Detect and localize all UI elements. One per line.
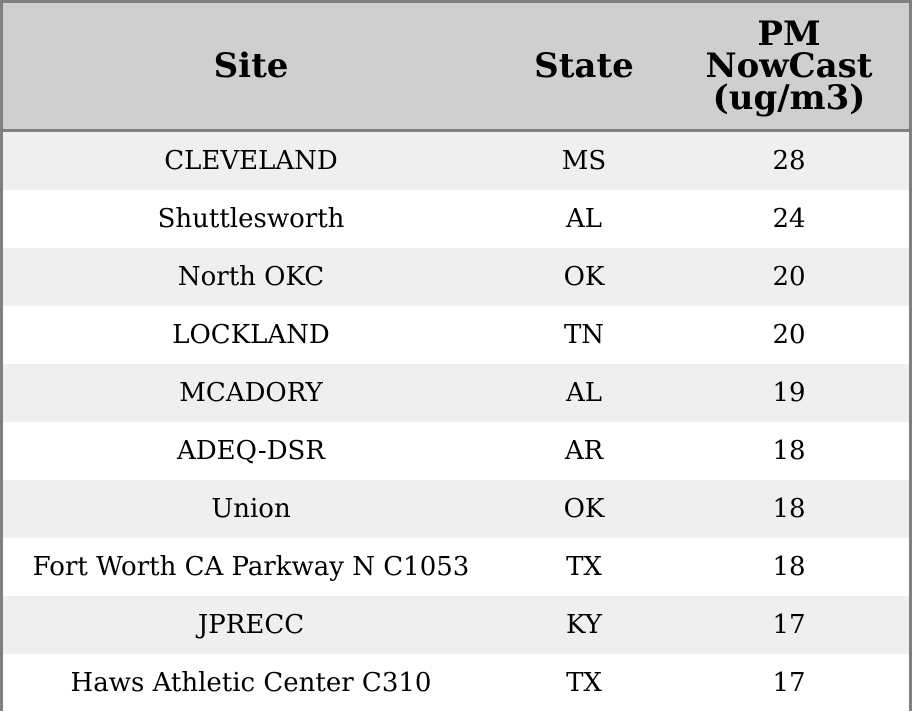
cell-site: North OKC xyxy=(3,248,499,306)
cell-pm: 17 xyxy=(669,596,909,654)
cell-site: CLEVELAND xyxy=(3,131,499,191)
cell-state: TX xyxy=(499,654,669,712)
cell-site: Shuttlesworth xyxy=(3,190,499,248)
cell-pm: 18 xyxy=(669,480,909,538)
pm-nowcast-table: Site State PM NowCast (ug/m3) CLEVELAND … xyxy=(3,3,909,712)
table-row: ADEQ-DSR AR 18 xyxy=(3,422,909,480)
header-pm-line-3: (ug/m3) xyxy=(669,82,909,114)
cell-state: AL xyxy=(499,364,669,422)
table-row: CLEVELAND MS 28 xyxy=(3,131,909,191)
cell-site: ADEQ-DSR xyxy=(3,422,499,480)
cell-state: AL xyxy=(499,190,669,248)
header-row: Site State PM NowCast (ug/m3) xyxy=(3,3,909,131)
cell-state: OK xyxy=(499,248,669,306)
table-row: North OKC OK 20 xyxy=(3,248,909,306)
table-body: CLEVELAND MS 28 Shuttlesworth AL 24 Nort… xyxy=(3,131,909,712)
header-pm-nowcast: PM NowCast (ug/m3) xyxy=(669,3,909,131)
table-row: Fort Worth CA Parkway N C1053 TX 18 xyxy=(3,538,909,596)
cell-pm: 20 xyxy=(669,248,909,306)
table-row: MCADORY AL 19 xyxy=(3,364,909,422)
header-site: Site xyxy=(3,3,499,131)
cell-state: OK xyxy=(499,480,669,538)
table-row: JPRECC KY 17 xyxy=(3,596,909,654)
table-row: LOCKLAND TN 20 xyxy=(3,306,909,364)
cell-site: Fort Worth CA Parkway N C1053 xyxy=(3,538,499,596)
cell-state: KY xyxy=(499,596,669,654)
cell-site: LOCKLAND xyxy=(3,306,499,364)
cell-pm: 19 xyxy=(669,364,909,422)
cell-site: Haws Athletic Center C310 xyxy=(3,654,499,712)
cell-pm: 18 xyxy=(669,538,909,596)
table-header: Site State PM NowCast (ug/m3) xyxy=(3,3,909,131)
cell-pm: 18 xyxy=(669,422,909,480)
table-row: Haws Athletic Center C310 TX 17 xyxy=(3,654,909,712)
cell-site: JPRECC xyxy=(3,596,499,654)
header-state: State xyxy=(499,3,669,131)
cell-site: MCADORY xyxy=(3,364,499,422)
cell-pm: 17 xyxy=(669,654,909,712)
table-row: Union OK 18 xyxy=(3,480,909,538)
cell-state: MS xyxy=(499,131,669,191)
cell-state: TN xyxy=(499,306,669,364)
cell-site: Union xyxy=(3,480,499,538)
table-row: Shuttlesworth AL 24 xyxy=(3,190,909,248)
cell-state: TX xyxy=(499,538,669,596)
cell-pm: 28 xyxy=(669,131,909,191)
cell-pm: 24 xyxy=(669,190,909,248)
cell-pm: 20 xyxy=(669,306,909,364)
cell-state: AR xyxy=(499,422,669,480)
